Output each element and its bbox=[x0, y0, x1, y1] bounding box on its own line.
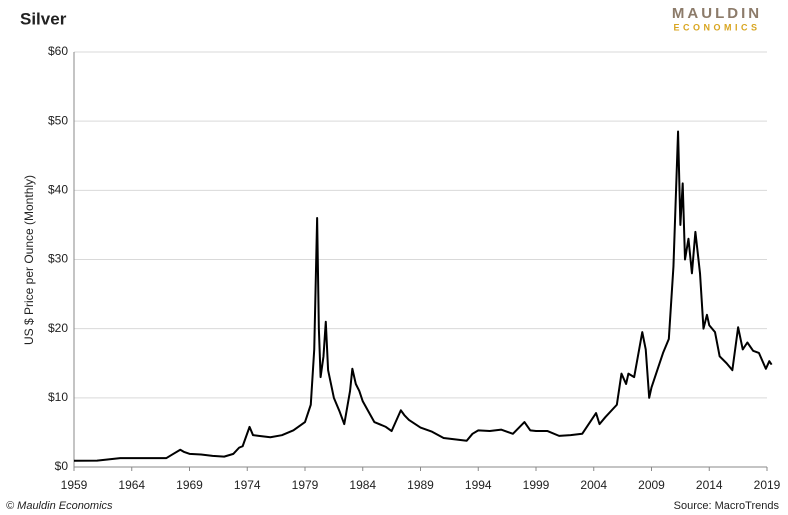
logo-line2: ECONOMICS bbox=[673, 22, 760, 32]
y-tick-label: $50 bbox=[48, 113, 68, 127]
logo-line1: MAULDIN bbox=[672, 5, 762, 22]
chart-title: Silver bbox=[20, 9, 67, 28]
x-tick-label: 2014 bbox=[696, 478, 723, 492]
y-tick-label: $0 bbox=[55, 459, 69, 473]
x-tick-label: 1969 bbox=[176, 478, 203, 492]
y-tick-label: $40 bbox=[48, 183, 68, 197]
x-tick-label: 1964 bbox=[118, 478, 145, 492]
x-tick-label: 1979 bbox=[292, 478, 319, 492]
price-line bbox=[73, 130, 773, 462]
y-axis-label: US $ Price per Ounce (Monthly) bbox=[22, 175, 36, 345]
y-tick-label: $30 bbox=[48, 252, 68, 266]
y-tick-label: $20 bbox=[48, 321, 68, 335]
y-tick-label: $60 bbox=[48, 44, 68, 58]
x-tick-label: 1999 bbox=[523, 478, 550, 492]
credit: © Mauldin Economics bbox=[6, 500, 113, 512]
x-tick-label: 1989 bbox=[407, 478, 434, 492]
x-tick-label: 2004 bbox=[580, 478, 607, 492]
source: Source: MacroTrends bbox=[674, 500, 780, 512]
x-tick-label: 1974 bbox=[234, 478, 261, 492]
y-tick-label: $10 bbox=[48, 390, 68, 404]
x-tick-label: 2019 bbox=[754, 478, 781, 492]
x-tick-label: 2009 bbox=[638, 478, 665, 492]
x-tick-label: 1959 bbox=[61, 478, 88, 492]
x-tick-label: 1984 bbox=[349, 478, 376, 492]
x-tick-label: 1994 bbox=[465, 478, 492, 492]
